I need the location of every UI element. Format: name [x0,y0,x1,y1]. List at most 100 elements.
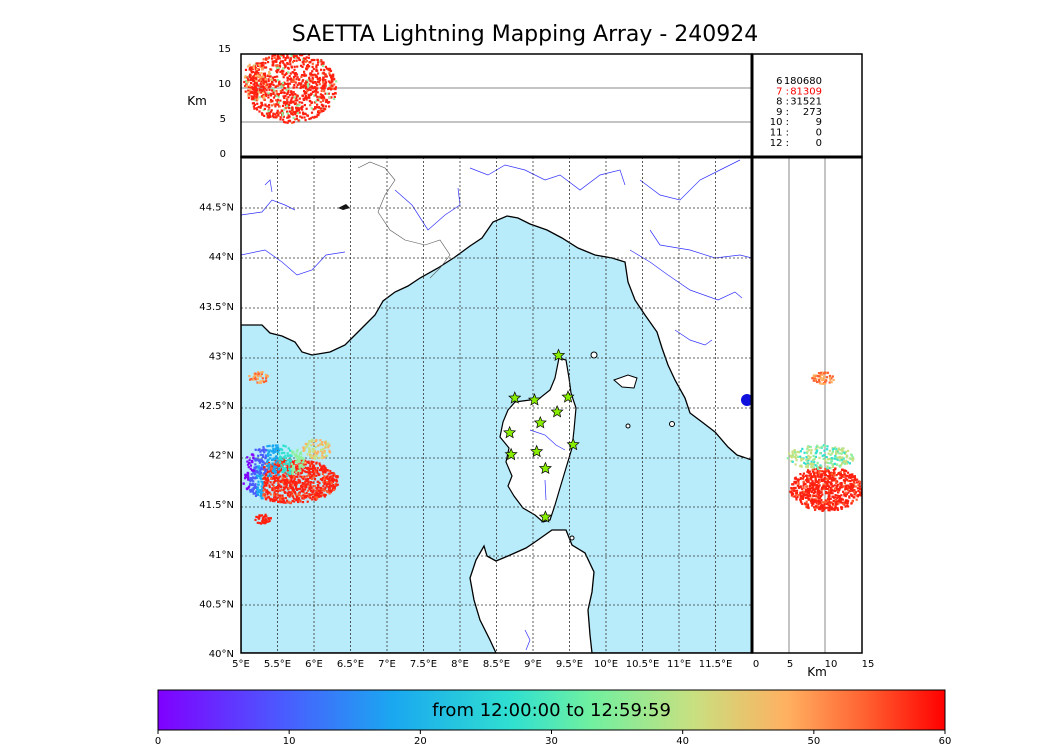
lightning-source-dot [286,471,289,474]
station-star-marker [533,415,547,429]
side-source-dot [795,459,798,462]
lightning-source-dot [312,490,315,493]
altitude-source-dot [283,81,286,84]
side-source-dot [815,502,818,505]
lightning-source-dot [274,463,277,466]
side-source-dot [836,484,839,487]
lightning-source-dot [261,480,264,484]
lightning-source-dot [274,459,277,462]
side-source-dot [836,507,839,510]
side-source-dot [817,501,821,504]
lightning-source-dot [293,484,296,487]
side-source-dot [807,506,810,510]
lightning-source-dot [300,484,303,487]
altitude-source-dot [318,79,321,82]
altitude-source-dot [298,97,301,100]
lightning-source-dot [302,488,305,491]
altitude-source-dot [311,76,314,79]
lightning-source-dot [302,475,305,478]
lightning-source-dot [260,372,263,376]
side-source-dot [820,488,823,491]
altitude-source-dot [266,105,269,108]
lightning-source-dot [275,489,278,492]
lightning-source-dot [315,493,318,496]
altitude-source-dot [267,92,270,95]
side-source-dot [804,503,807,506]
giglio-island [669,421,675,427]
side-source-dot [800,457,803,460]
lightning-source-dot [301,459,304,462]
altitude-source-dot [276,100,279,103]
altitude-source-dot [258,91,261,94]
lightning-source-dot [268,519,271,522]
lightning-source-dot [298,452,302,455]
altitude-source-dot [252,92,256,95]
lightning-source-dot [256,458,259,461]
side-source-dot [841,447,844,450]
side-source-dot [820,491,823,494]
lightning-source-dot [323,466,326,469]
altitude-source-dot [302,63,305,66]
side-source-dot [808,495,811,498]
lightning-source-dot [259,375,262,378]
lightning-source-dot [266,445,269,448]
altitude-source-dot [258,75,261,78]
altitude-source-dot [297,57,300,60]
lightning-source-dot [320,466,324,469]
lightning-source-dot [284,479,287,482]
lightning-source-dot [248,459,251,462]
altitude-source-dot [280,85,283,88]
lightning-source-dot [280,448,283,452]
side-source-dot [813,506,816,509]
side-source-dot [794,463,797,466]
altitude-source-dot [284,102,287,105]
lightning-source-dot [278,457,282,460]
side-source-dot [822,488,825,491]
altitude-source-dot [288,101,292,104]
lightning-source-dot [271,470,274,473]
altitude-source-dot [268,73,271,76]
altitude-source-dot [252,102,255,105]
altitude-source-dot [277,80,281,83]
lightning-source-dot [259,489,262,492]
lightning-source-dot [249,467,252,470]
station-count-label: 6 : [776,76,789,87]
altitude-source-dot [283,92,286,95]
side-source-dot [848,490,851,493]
altitude-source-dot [266,74,269,77]
altitude-source-dot [265,80,268,83]
lightning-source-dot [326,477,329,480]
lightning-source-dot [270,450,273,453]
lightning-source-dot [319,478,322,481]
altitude-source-dot [274,79,277,82]
side-source-dot [817,496,820,499]
side-source-dot [789,490,792,493]
side-source-dot [845,484,848,487]
side-source-dot [843,473,846,476]
altitude-source-dot [271,92,274,95]
lightning-source-dot [276,459,279,462]
lightning-source-dot [297,493,301,496]
side-tick-label: 15 [862,659,875,670]
lightning-source-dot [252,480,255,483]
side-source-dot [804,494,807,497]
lightning-source-dot [248,479,252,482]
lightning-source-dot [295,465,298,469]
station-count-value: 273 [803,107,822,118]
altitude-source-dot [322,104,325,107]
lightning-source-dot [257,454,260,457]
lightning-source-dot [278,464,281,467]
altitude-source-dot [263,66,266,69]
lightning-source-dot [299,475,302,478]
longitude-tick-label: 5.5°E [264,659,291,670]
side-source-dot [829,501,832,504]
side-source-dot [849,480,852,483]
lightning-source-dot [325,480,328,484]
altitude-source-dot [276,64,279,67]
altitude-source-dot [252,80,255,83]
altitude-source-dot [272,78,275,82]
side-source-dot [809,456,812,459]
lightning-source-dot [294,480,297,484]
altitude-source-dot [300,116,304,119]
map-panel: 44.5°N44°N43.5°N43°N42.5°N42°N41.5°N41°N… [199,156,753,670]
